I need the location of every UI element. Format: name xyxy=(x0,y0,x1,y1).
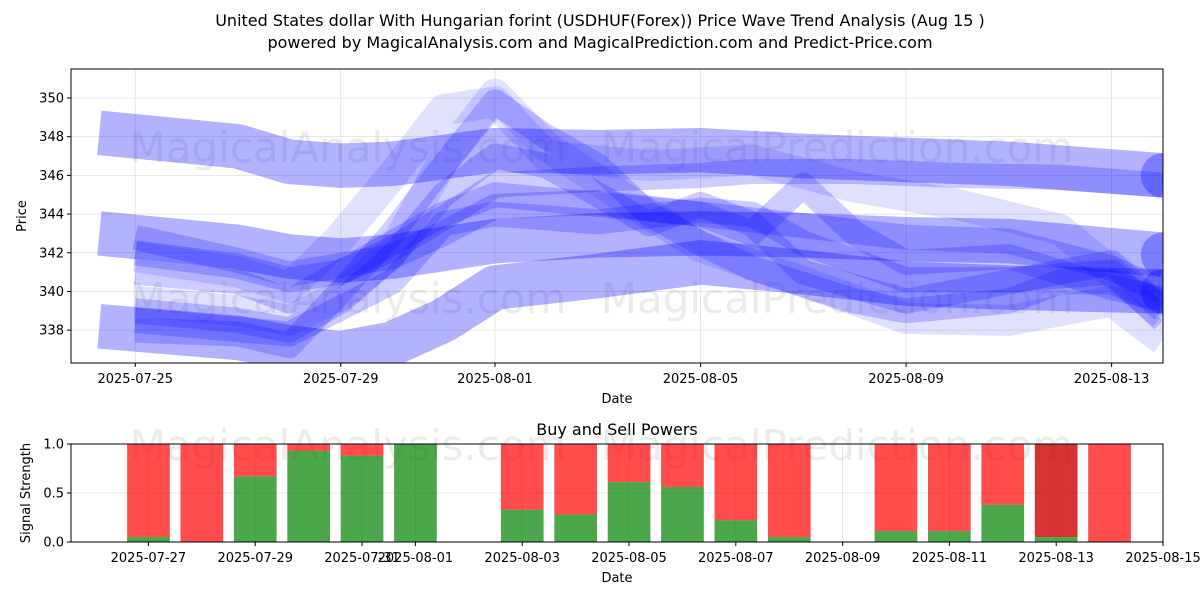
buy-bar xyxy=(767,537,811,542)
sell-bar xyxy=(233,444,277,477)
bottom-xtick-label: 2025-07-27 xyxy=(111,551,187,566)
sell-bar xyxy=(928,444,971,532)
top-xaxis-label: Date xyxy=(601,392,632,407)
buy-bar xyxy=(287,450,330,542)
wave-band-wave-b xyxy=(134,89,1163,359)
sell-bar xyxy=(661,444,704,488)
top-ytick-label: 348 xyxy=(39,130,64,145)
bottom-ytick-label: 0.5 xyxy=(43,487,64,502)
sell-bar xyxy=(874,444,918,532)
bottom-xaxis-label: Date xyxy=(601,571,632,586)
wave-band-wave-c xyxy=(134,143,1163,343)
bottom-xtick-label: 2025-08-03 xyxy=(484,551,560,566)
wave-band-wave-h xyxy=(132,86,1163,327)
watermark-text: MagicalAnalysis.com xyxy=(130,274,567,323)
sell-bar xyxy=(554,444,597,515)
top-ytick-label: 342 xyxy=(39,246,64,261)
wave-band-end-middle-channel xyxy=(1140,232,1163,277)
buy-bar xyxy=(554,514,597,542)
sell-bar xyxy=(1034,444,1078,538)
buy-bar xyxy=(607,482,651,542)
sell-bar xyxy=(287,444,330,451)
top-xtick-label: 2025-08-09 xyxy=(868,372,944,387)
bottom-xtick-label: 2025-08-09 xyxy=(805,551,881,566)
sell-bar xyxy=(981,444,1025,505)
top-plot-frame xyxy=(70,68,1164,364)
watermark-text: MagicalAnalysis.com xyxy=(130,123,567,172)
top-ytick-label: 346 xyxy=(39,169,64,184)
sell-bar xyxy=(767,444,811,538)
buy-bar xyxy=(500,509,544,542)
buy-bar xyxy=(340,455,384,542)
sell-bar xyxy=(180,444,224,542)
buy-bar xyxy=(981,504,1025,542)
watermark-text: MagicalPrediction.com xyxy=(601,123,1074,172)
wave-band-wave-a xyxy=(133,158,1163,293)
wave-band-wave-e xyxy=(134,197,1163,347)
wave-band-upper-channel xyxy=(97,110,1163,198)
sell-bar xyxy=(500,444,544,510)
sell-bar xyxy=(127,444,170,538)
bottom-xtick-label: 2025-07-29 xyxy=(217,551,293,566)
top-xtick-label: 2025-08-13 xyxy=(1074,372,1150,387)
chart-title-line1: United States dollar With Hungarian fori… xyxy=(215,11,985,30)
buy-bar xyxy=(1034,537,1078,542)
wave-band-middle-channel xyxy=(97,211,1163,283)
buy-bar xyxy=(661,487,704,542)
top-ytick-label: 350 xyxy=(39,92,64,107)
buy-bar xyxy=(928,531,971,542)
price-wave-chart: MagicalAnalysis.com MagicalPrediction.com… xyxy=(15,68,1164,407)
buy-bar xyxy=(233,476,277,542)
bottom-ytick-label: 1.0 xyxy=(43,438,64,453)
top-xtick-label: 2025-07-29 xyxy=(303,372,379,387)
wave-bands xyxy=(97,78,1163,363)
buy-bar xyxy=(874,531,918,542)
top-yaxis-label: Price xyxy=(15,200,30,232)
top-ytick-label: 340 xyxy=(39,285,64,300)
chart-title-line2: powered by MagicalAnalysis.com and Magic… xyxy=(267,33,932,52)
wave-band-lower-channel xyxy=(97,240,1163,363)
bottom-xtick-label: 2025-08-07 xyxy=(698,551,774,566)
wave-band-wave-d xyxy=(134,172,1163,314)
bottom-chart-title: Buy and Sell Powers xyxy=(536,420,698,439)
buy-sell-powers-chart: Buy and Sell PowersMagicalAnalysis.comMa… xyxy=(19,420,1200,586)
wave-band-end-lower-channel xyxy=(1140,269,1163,314)
bottom-xtick-label: 2025-08-05 xyxy=(591,551,667,566)
top-ytick-label: 344 xyxy=(39,208,64,223)
buy-bar xyxy=(394,444,437,542)
bottom-xtick-label: 2025-07-31 xyxy=(324,551,400,566)
top-xtick-label: 2025-08-01 xyxy=(457,372,533,387)
sell-bar xyxy=(1088,444,1131,542)
top-ytick-label: 338 xyxy=(39,324,64,339)
bottom-xtick-label: 2025-08-13 xyxy=(1018,551,1094,566)
bottom-xtick-label: 2025-08-01 xyxy=(378,551,454,566)
buy-bar xyxy=(127,537,170,542)
sell-bar xyxy=(714,444,758,521)
wave-band-wave-g xyxy=(133,78,1163,353)
top-xtick-label: 2025-08-05 xyxy=(663,372,739,387)
bottom-yaxis-label: Signal Strength xyxy=(19,443,34,543)
bottom-ytick-label: 0.0 xyxy=(43,536,64,551)
wave-band-end-upper-channel xyxy=(1140,153,1163,198)
watermark-text: MagicalPrediction.com xyxy=(601,274,1074,323)
bottom-xtick-label: 2025-08-15 xyxy=(1125,551,1200,566)
bottom-xtick-label: 2025-08-11 xyxy=(912,551,988,566)
buy-bar xyxy=(714,520,758,542)
sell-bar xyxy=(607,444,651,483)
top-xtick-label: 2025-07-25 xyxy=(97,372,173,387)
sell-bar xyxy=(340,444,384,456)
wave-band-wave-f xyxy=(132,189,1163,303)
